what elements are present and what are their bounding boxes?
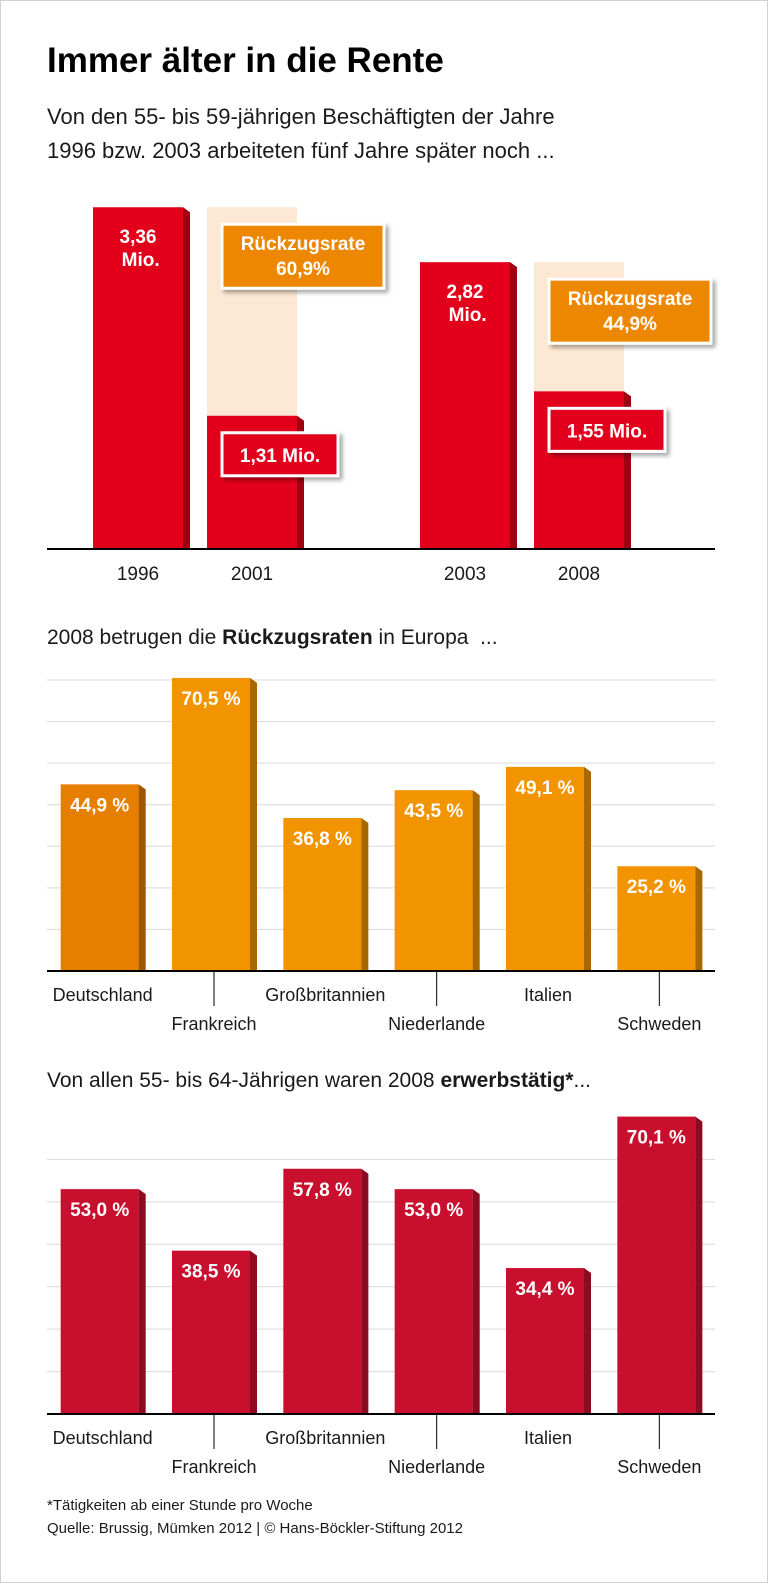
bar-shade — [510, 262, 517, 549]
bar — [506, 766, 584, 971]
value-label-box — [547, 406, 667, 453]
bar-shade — [250, 1250, 257, 1414]
main-title: Immer älter in die Rente — [47, 41, 444, 80]
bar-shade — [138, 1189, 146, 1414]
value-label: 2,82 Mio. — [443, 282, 486, 326]
bar-shade — [584, 1268, 591, 1414]
bar-shade — [361, 818, 369, 971]
bar-shade — [695, 866, 703, 971]
x-tick-label: Schweden — [617, 1014, 701, 1034]
x-tick-label: Deutschland — [53, 985, 153, 1005]
bar — [283, 1168, 362, 1414]
value-label: 70,5 % — [181, 689, 240, 710]
value-label-box — [220, 431, 340, 478]
chart-title-part: in Europa ... — [373, 626, 498, 649]
value-label: 3,36 Mio. — [116, 227, 159, 271]
value-label: 57,8 % — [293, 1180, 352, 1201]
value-label: 36,8 % — [293, 829, 352, 850]
x-tick-label: Niederlande — [388, 1014, 485, 1034]
source: Quelle: Brussig, Mümken 2012 | © Hans-Bö… — [47, 1520, 463, 1537]
bar-shade — [138, 1189, 146, 1414]
value-label: 49,1 % — [515, 778, 574, 799]
x-tick-label: Italien — [524, 1428, 572, 1448]
subtitle-line: Von den 55- bis 59-jährigen Beschäftigte… — [47, 104, 555, 129]
annotation: 44,9% — [603, 314, 657, 335]
x-tick-label: 2008 — [558, 564, 600, 585]
bar — [93, 207, 183, 550]
x-tick-label: Frankreich — [171, 1457, 256, 1477]
annotation-box — [547, 277, 713, 345]
bar-shade — [510, 262, 517, 549]
bar-shade — [584, 766, 591, 971]
bar — [506, 1268, 584, 1414]
x-tick-label: Schweden — [617, 1457, 701, 1477]
bar — [60, 784, 139, 971]
chart-title-part: ... — [573, 1069, 591, 1092]
bar-shade — [695, 1116, 703, 1414]
value-label: 38,5 % — [181, 1262, 240, 1283]
annotation: Rückzugsrate — [568, 289, 693, 310]
bar — [60, 1189, 139, 1414]
chart-title-part: 2008 betrugen die — [47, 626, 222, 649]
value-label: 44,9 % — [70, 795, 129, 816]
chart-title-part: erwerbstätig* — [440, 1069, 574, 1092]
x-tick-label: Italien — [524, 985, 572, 1005]
value-label: 43,5 % — [404, 801, 463, 822]
bar-shade — [695, 866, 703, 971]
x-tick-label: Niederlande — [388, 1457, 485, 1477]
bar-shade — [250, 677, 257, 971]
annotation: 60,9% — [276, 259, 330, 280]
x-tick-label: 1996 — [117, 564, 159, 585]
value-label: 34,4 % — [515, 1279, 574, 1300]
chart-title: 2008 betrugen die Rückzugsraten in Europ… — [47, 626, 498, 649]
footnote: *Tätigkeiten ab einer Stunde pro Woche — [47, 1497, 313, 1514]
bar-shade — [472, 1189, 480, 1414]
x-tick-label: Großbritannien — [265, 1428, 385, 1448]
value-label: 70,1 % — [627, 1128, 686, 1149]
bar-shade — [183, 207, 190, 550]
bar-shade — [472, 790, 480, 971]
x-tick-label: Großbritannien — [265, 985, 385, 1005]
x-tick-label: Frankreich — [171, 1014, 256, 1034]
bar — [394, 1189, 473, 1414]
bar-shade — [695, 1116, 703, 1414]
bar-shade — [472, 790, 480, 971]
bar-shade — [584, 766, 591, 971]
x-tick-label: Deutschland — [53, 1428, 153, 1448]
value-label: 53,0 % — [404, 1200, 463, 1221]
bar-shade — [250, 677, 257, 971]
chart-title-part: Von allen 55- bis 64-Jährigen waren 2008 — [47, 1069, 440, 1092]
chart-title-part: Rückzugsraten — [222, 626, 373, 649]
subtitle-line: 1996 bzw. 2003 arbeiteten fünf Jahre spä… — [47, 138, 555, 163]
bar — [172, 677, 250, 971]
value-label: 25,2 % — [627, 877, 686, 898]
bar-shade — [472, 1189, 480, 1414]
x-tick-label: 2001 — [231, 564, 273, 585]
value-label: 1,31 Mio. — [240, 446, 320, 467]
bar — [420, 262, 510, 549]
annotation-box — [220, 222, 386, 290]
bar-shade — [584, 1268, 591, 1414]
x-tick-label: 2003 — [444, 564, 486, 585]
bar-shade — [361, 1168, 369, 1414]
value-label: 1,55 Mio. — [567, 421, 647, 442]
bar — [617, 1116, 696, 1414]
bar-shade — [250, 1250, 257, 1414]
bar — [283, 818, 362, 971]
value-label: 53,0 % — [70, 1200, 129, 1221]
bar — [394, 790, 473, 971]
bar-shade — [138, 784, 146, 971]
annotation: Rückzugsrate — [241, 234, 366, 255]
bar-shade — [361, 818, 369, 971]
bar — [172, 1250, 250, 1414]
chart-title: Von allen 55- bis 64-Jährigen waren 2008… — [47, 1069, 591, 1092]
bar — [617, 866, 696, 971]
bar-shade — [361, 1168, 369, 1414]
bar-shade — [183, 207, 190, 550]
bar-shade — [138, 784, 146, 971]
